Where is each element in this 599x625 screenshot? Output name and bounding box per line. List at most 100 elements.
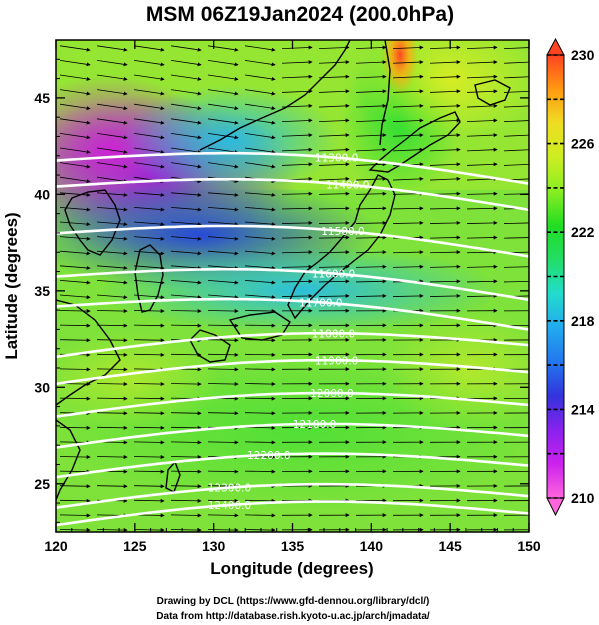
contour-label: 12200.0: [247, 450, 290, 462]
wind-vector: [392, 264, 424, 269]
colorbar-tick-label: 210: [571, 490, 595, 506]
wind-vector: [96, 338, 128, 343]
contour-label: 11700.0: [299, 297, 342, 309]
wind-vector: [96, 45, 128, 52]
wind-vector: [318, 162, 350, 167]
wind-vector: [429, 74, 461, 79]
wind-vector: [429, 264, 461, 269]
wind-vector: [133, 74, 165, 81]
wind-vector: [207, 265, 239, 270]
wind-vector: [244, 118, 276, 125]
wind-vector: [207, 147, 239, 154]
wind-vector: [503, 163, 529, 166]
wind-vector: [133, 425, 165, 430]
wind-vector: [170, 60, 202, 67]
y-tick-label: 35: [34, 283, 50, 299]
wind-vector: [355, 118, 387, 123]
wind-vector: [244, 103, 276, 111]
wind-vector: [466, 191, 498, 196]
wind-vector: [133, 45, 165, 52]
wind-vector: [429, 89, 461, 94]
wind-vector: [59, 60, 91, 67]
wind-vector: [170, 309, 202, 314]
coastlines: [56, 40, 511, 501]
wind-vector: [96, 89, 128, 96]
wind-vector: [318, 220, 350, 225]
wind-vector: [170, 162, 202, 169]
wind-vector: [170, 74, 202, 81]
wind-vector: [96, 323, 128, 328]
wind-vector: [96, 528, 128, 532]
wind-vector: [170, 425, 202, 430]
wind-vector: [281, 220, 313, 225]
wind-vector: [244, 528, 276, 532]
wind-vector: [318, 191, 350, 196]
wind-vector: [244, 133, 276, 140]
contour-labels: 11300.0 11400.0 11500.0 11600.0 11700.0 11800…: [208, 153, 370, 512]
wind-vector: [59, 323, 91, 328]
wind-vector: [59, 45, 91, 52]
wind-vector: [244, 250, 276, 256]
wind-vector: [59, 338, 91, 343]
wind-vector: [170, 192, 202, 197]
height-contours: [56, 151, 529, 527]
wind-vector: [170, 103, 202, 111]
wind-vector: [133, 382, 165, 387]
wind-vector: [170, 411, 202, 416]
wind-vector: [207, 528, 239, 532]
wind-vector: [244, 192, 276, 197]
wind-vector: [318, 264, 350, 269]
wind-vector: [244, 236, 276, 241]
wind-vector: [96, 265, 128, 270]
wind-vector: [429, 60, 461, 65]
wind-vector: [244, 309, 276, 314]
contour-label: 12300.0: [208, 483, 251, 495]
wind-vector: [392, 118, 424, 123]
wind-vector: [244, 162, 276, 169]
x-tick-label: 125: [123, 538, 147, 554]
wind-vector: [96, 207, 128, 212]
colorbar-tick-label: 230: [571, 47, 595, 63]
wind-vector: [170, 382, 202, 387]
wind-vector: [59, 250, 91, 256]
wind-vector: [355, 89, 387, 94]
wind-vector: [133, 484, 165, 489]
wind-vector: [318, 89, 350, 94]
wind-vector: [355, 279, 387, 284]
wind-vector: [429, 250, 461, 255]
wind-vector: [429, 279, 461, 284]
wind-vector: [355, 264, 387, 269]
wind-vector: [466, 220, 498, 225]
wind-vector: [429, 220, 461, 225]
wind-vector: [355, 176, 387, 181]
wind-vector: [59, 89, 91, 96]
wind-vector: [96, 411, 128, 416]
contour-line: [56, 178, 529, 212]
wind-vector: [59, 280, 91, 285]
wind-vector: [503, 193, 529, 195]
wind-vector: [133, 396, 165, 401]
contour-label: 11900.0: [315, 355, 358, 367]
wind-vector: [355, 220, 387, 225]
wind-vector: [207, 192, 239, 197]
wind-vector: [96, 382, 128, 387]
wind-vector: [207, 103, 239, 111]
wind-vector: [96, 147, 128, 154]
wind-vector: [392, 147, 424, 152]
wind-vector: [244, 147, 276, 154]
wind-vector: [392, 250, 424, 255]
wind-vector: [133, 60, 165, 67]
wind-vector: [59, 236, 91, 241]
wind-vector: [355, 235, 387, 240]
wind-vector: [133, 89, 165, 96]
wind-vector: [170, 323, 202, 328]
wind-vector: [207, 382, 239, 387]
wind-vector: [318, 279, 350, 284]
wind-vector: [170, 236, 202, 241]
wind-vector: [466, 45, 498, 50]
y-tick-label: 25: [34, 476, 50, 492]
wind-vector: [466, 118, 498, 123]
wind-vector: [503, 120, 529, 123]
wind-vector: [133, 192, 165, 197]
